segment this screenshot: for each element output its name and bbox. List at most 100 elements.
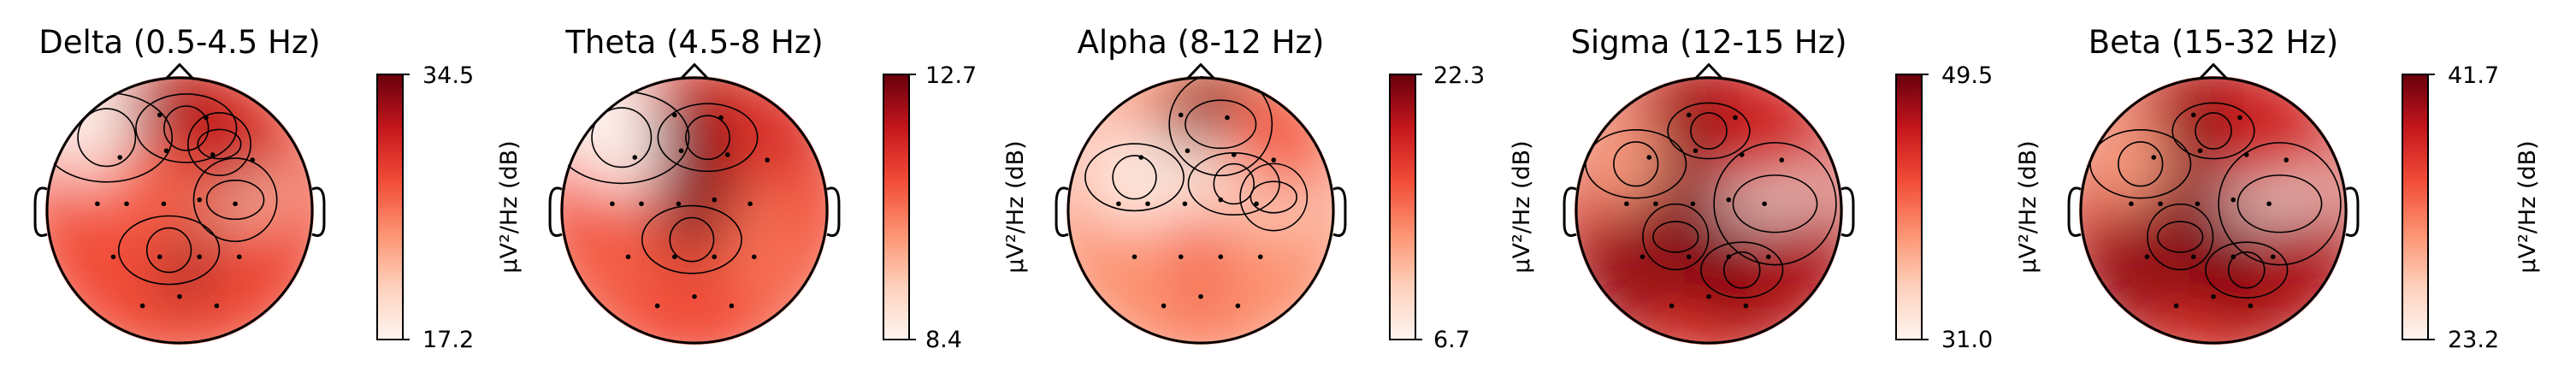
colorbar-max-label: 49.5	[1941, 62, 1993, 89]
panel-sigma: Sigma (12-15 Hz) 49.5 31.0 µV²/Hz (dB)	[1563, 24, 2041, 353]
contour-line	[145, 227, 192, 274]
left-ear-outline	[1055, 186, 1069, 237]
contour-line	[205, 180, 265, 221]
electrode-dot	[1640, 254, 1645, 260]
electrode-dot	[157, 254, 162, 260]
contour-line	[2147, 203, 2214, 271]
panel-alpha: Alpha (8-12 Hz) 22.3 6.7 µV²/Hz (dB)	[1055, 24, 1535, 353]
contour-line	[77, 108, 137, 168]
electrode-dot	[2284, 157, 2289, 162]
electrode-dot	[2197, 148, 2203, 154]
colorbar-min-label: 23.2	[2448, 327, 2499, 353]
electrode-dot	[95, 201, 100, 207]
contour-line	[2195, 112, 2232, 150]
colorbar-axis-label: µV²/Hz (dB)	[1509, 140, 1535, 273]
power-spot	[718, 76, 829, 187]
contour-line	[1667, 102, 1751, 160]
colorbar-sigma	[1895, 74, 1929, 340]
electrode-dot	[161, 201, 167, 207]
contour-line	[1713, 142, 1837, 266]
colorbar-gradient	[883, 74, 909, 340]
electrode-dot	[632, 155, 638, 160]
electrode-dot	[678, 148, 684, 154]
electrode-dot	[250, 157, 256, 162]
electrode-dot	[1218, 197, 1224, 203]
electrode-dot	[1690, 201, 1696, 207]
head-outline	[45, 76, 314, 345]
electrode-dot	[233, 201, 238, 207]
electrode-dot	[1686, 254, 1692, 260]
electrode-dot	[1624, 201, 1629, 207]
nose-outline	[1186, 63, 1215, 80]
electrode-dot	[124, 201, 129, 207]
electrode-dot	[236, 254, 242, 260]
topomap-delta	[33, 63, 326, 345]
nose-outline	[165, 63, 194, 80]
electrode-dot	[639, 201, 644, 207]
electrode-dot	[692, 293, 697, 299]
contour-line	[135, 93, 238, 163]
electrode-dot	[197, 254, 203, 260]
colorbar-gradient	[1390, 74, 1415, 340]
electrode-dot	[1257, 254, 1263, 260]
electrode-dot	[2270, 254, 2276, 260]
electrode-dot	[1235, 303, 1241, 309]
power-spot	[1211, 221, 1323, 333]
colorbar-min-label: 6.7	[1433, 327, 1470, 353]
power-spot	[57, 221, 169, 333]
electrode-dot	[1254, 201, 1259, 207]
electrode-dot	[1669, 303, 1675, 309]
contour-lines	[2089, 102, 2342, 299]
electrode-dot	[1271, 157, 1277, 162]
contour-line	[2171, 102, 2255, 160]
colorbar-frame	[1895, 74, 1923, 340]
electrode-dot	[1185, 148, 1191, 154]
colorbar-max-label: 41.7	[2448, 62, 2499, 89]
topomap-beta	[2067, 63, 2360, 345]
electrode-dot	[2129, 201, 2134, 207]
contour-line	[685, 115, 730, 161]
contour-line	[591, 107, 653, 168]
power-spot	[1224, 81, 1335, 193]
left-ear-outline	[2067, 186, 2082, 237]
left-ear-outline	[548, 186, 563, 237]
electrode-dot	[2237, 115, 2242, 121]
electrode-dot	[610, 201, 615, 207]
contour-line	[1168, 76, 1273, 177]
electrode-dot	[2266, 201, 2272, 207]
electrode-dot	[2230, 197, 2236, 203]
right-ear-outline	[311, 186, 326, 237]
head-outline	[2079, 76, 2348, 345]
contour-line	[2205, 241, 2289, 299]
electrode-dot	[1178, 254, 1184, 260]
electrode-dot	[2173, 303, 2179, 309]
electrode-dot	[1779, 157, 1785, 162]
electrode-dot	[163, 148, 169, 154]
colorbar-axis-label: µV²/Hz (dB)	[1002, 140, 1029, 273]
electrode-dot	[210, 152, 216, 157]
electrode-dot	[765, 157, 771, 162]
electrode-dot	[1198, 293, 1203, 299]
colorbar-min-label: 31.0	[1941, 327, 1993, 353]
topomap-sigma	[1563, 63, 1855, 345]
electrode-dot	[157, 112, 162, 118]
colorbar-gradient	[1896, 74, 1922, 340]
electrode-dot	[1686, 112, 1692, 118]
electrode-dot	[2211, 293, 2216, 299]
electrode-dot	[1225, 115, 1230, 121]
colorbar-frame	[2402, 74, 2429, 340]
electrode-dot	[1116, 201, 1121, 207]
electrode-markers	[2129, 112, 2289, 309]
electrode-markers	[95, 112, 256, 309]
right-ear-outline	[1840, 186, 1855, 237]
electrode-dot	[117, 155, 123, 160]
electrode-dot	[2158, 201, 2163, 207]
panel-theta: Theta (4.5-8 Hz) 12.7 8.4 µV²/Hz (dB)	[548, 24, 1029, 353]
electrode-dot	[1762, 201, 1767, 207]
contour-line	[1213, 162, 1255, 205]
contour-line	[192, 157, 278, 243]
electrode-dot	[1726, 197, 1732, 203]
contour-lines	[1084, 76, 1309, 232]
colorbar-max-label: 22.3	[1433, 62, 1485, 89]
